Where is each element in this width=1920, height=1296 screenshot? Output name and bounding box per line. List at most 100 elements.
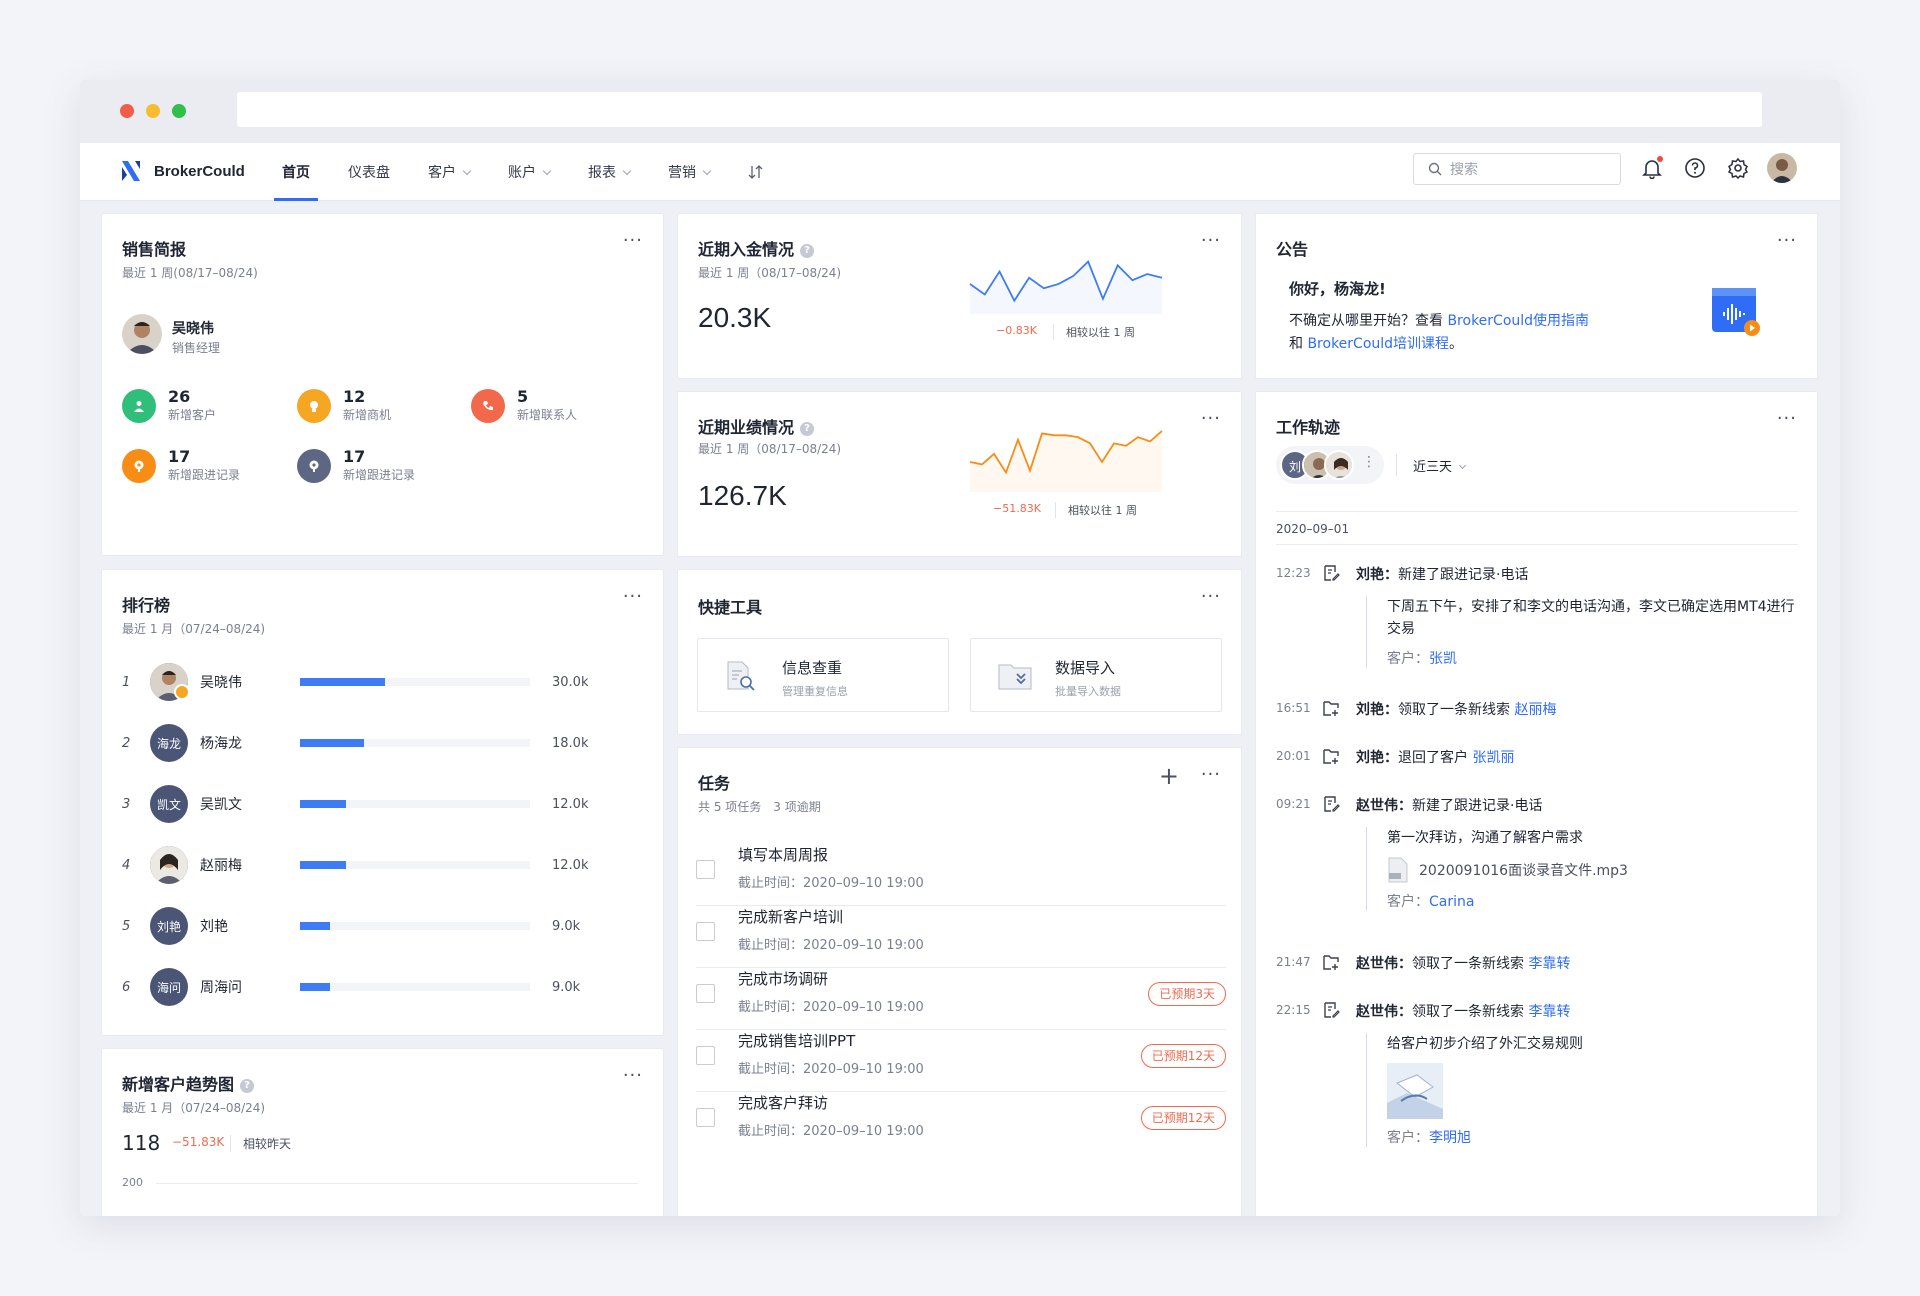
- task-checkbox[interactable]: [696, 1046, 715, 1065]
- customer-link[interactable]: 张凯: [1429, 651, 1457, 667]
- help-icon[interactable]: ?: [800, 422, 815, 436]
- rank-value: 12.0k: [552, 796, 589, 812]
- entry-detail-box: 第一次拜访，沟通了解客户需求 2020091016面谈录音文件.mp3 客户：Car…: [1366, 827, 1806, 911]
- date-range-select[interactable]: 近三天: [1413, 456, 1467, 475]
- nav-reports[interactable]: 报表: [588, 143, 632, 201]
- task-item: 完成销售培训PPT 截止时间：2020–09–10 19:00 已预期12天: [696, 1016, 1226, 1092]
- rank-bar: [300, 861, 530, 869]
- edit-icon: [1322, 795, 1340, 813]
- task-title[interactable]: 完成市场调研: [738, 970, 829, 988]
- customer-link[interactable]: Carina: [1429, 894, 1475, 910]
- card-title: 新增客户趋势图?: [122, 1071, 255, 1095]
- entry-time: 12:23: [1276, 566, 1311, 580]
- task-checkbox[interactable]: [696, 922, 715, 941]
- person-role: 销售经理: [172, 341, 221, 355]
- more-avatars-icon[interactable]: ⋮: [1362, 454, 1376, 470]
- add-task-button[interactable]: +: [1158, 762, 1179, 790]
- search-icon: [1428, 162, 1442, 176]
- notification-button[interactable]: [1638, 153, 1666, 183]
- more-button[interactable]: ···: [1200, 764, 1221, 785]
- customer-link[interactable]: 李明旭: [1429, 1130, 1471, 1146]
- more-button[interactable]: ···: [1776, 230, 1797, 251]
- course-link[interactable]: BrokerCould培训课程: [1307, 336, 1450, 352]
- attachment-image[interactable]: [1387, 1063, 1443, 1119]
- avatar-group[interactable]: 刘 ⋮: [1276, 446, 1384, 484]
- entry-summary: 刘艳：新建了跟进记录·电话: [1356, 567, 1529, 583]
- more-button[interactable]: ···: [1200, 408, 1221, 429]
- nav-customers[interactable]: 客户: [428, 143, 472, 201]
- task-checkbox[interactable]: [696, 860, 715, 879]
- entry-summary: 赵世伟：新建了跟进记录·电话: [1356, 798, 1543, 814]
- entry-summary: 赵世伟：领取了一条新线索 李靠转: [1356, 1004, 1571, 1020]
- stat-new-customers: 26 新增客户: [122, 388, 216, 423]
- settings-button[interactable]: [1724, 153, 1752, 183]
- worklog-date: 2020–09–01: [1276, 522, 1350, 536]
- rank-bar: [300, 922, 530, 930]
- ranking-row[interactable]: 2 海龙 杨海龙 18.0k: [122, 723, 622, 763]
- entry-link[interactable]: 李靠转: [1528, 1004, 1571, 1020]
- attachment[interactable]: 2020091016面谈录音文件.mp3: [1387, 857, 1806, 883]
- nav-accounts[interactable]: 账户: [508, 143, 552, 201]
- entry-link[interactable]: 赵丽梅: [1514, 702, 1557, 718]
- rank-name: 周海问: [200, 980, 242, 996]
- more-button[interactable]: ···: [622, 586, 643, 607]
- help-icon[interactable]: ?: [240, 1079, 255, 1093]
- minimize-dot[interactable]: [146, 104, 160, 118]
- overdue-badge: 已预期12天: [1140, 1106, 1226, 1130]
- maximize-dot[interactable]: [172, 104, 186, 118]
- gridline: [156, 1183, 638, 1184]
- header-actions: [1638, 153, 1797, 183]
- rank-number: 4: [122, 857, 131, 873]
- avatar: [150, 663, 188, 701]
- task-title[interactable]: 填写本周周报: [738, 846, 829, 864]
- more-button[interactable]: ···: [622, 230, 643, 251]
- notice-card: 公告 ··· 你好，杨海龙! 不确定从哪里开始？查看 BrokerCould使用…: [1255, 213, 1818, 379]
- nav-home[interactable]: 首页: [274, 143, 318, 201]
- address-bar[interactable]: [237, 92, 1762, 127]
- task-checkbox[interactable]: [696, 1108, 715, 1127]
- top-nav: BrokerCould 首页 仪表盘 客户 账户 报表 营销 搜索: [80, 143, 1840, 201]
- sparkline-area: [970, 430, 1162, 492]
- brand-name: BrokerCould: [154, 162, 245, 180]
- nav-sort-button[interactable]: [748, 143, 764, 201]
- card-title: 快捷工具: [698, 598, 763, 617]
- ranking-row[interactable]: 3 凯文 吴凯文 12.0k: [122, 784, 622, 824]
- card-title: 近期业绩情况?: [698, 414, 815, 438]
- browser-window: BrokerCould 首页 仪表盘 客户 账户 报表 营销 搜索: [80, 80, 1840, 1216]
- more-button[interactable]: ···: [1776, 408, 1797, 429]
- user-avatar[interactable]: [1767, 153, 1797, 183]
- deposit-card: 近期入金情况? 最近 1 周（08/17–08/24) ··· 20.3K −0…: [677, 213, 1242, 379]
- more-button[interactable]: ···: [1200, 586, 1221, 607]
- entry-link[interactable]: 李靠转: [1528, 956, 1571, 972]
- nav-marketing[interactable]: 营销: [668, 143, 712, 201]
- close-dot[interactable]: [120, 104, 134, 118]
- ranking-row[interactable]: 5 刘艳 刘艳 9.0k: [122, 906, 622, 946]
- task-title[interactable]: 完成新客户培训: [738, 908, 844, 926]
- overdue-badge: 已预期3天: [1148, 982, 1226, 1006]
- rank-name: 刘艳: [200, 919, 228, 935]
- guide-link[interactable]: BrokerCould使用指南: [1447, 313, 1590, 329]
- rank-bar: [300, 983, 530, 991]
- rank-value: 30.0k: [552, 674, 589, 690]
- tool-import[interactable]: 数据导入 批量导入数据: [970, 638, 1222, 712]
- tool-dedupe[interactable]: 信息查重 管理重复信息: [697, 638, 949, 712]
- entry-detail-box: 给客户初步介绍了外汇交易规则 客户：李明旭: [1366, 1033, 1806, 1147]
- ranking-row[interactable]: 4 赵丽梅 12.0k: [122, 845, 622, 885]
- search-input[interactable]: 搜索: [1413, 153, 1621, 185]
- document-search-icon: [727, 661, 755, 691]
- help-button[interactable]: [1681, 153, 1709, 183]
- help-icon[interactable]: ?: [800, 244, 815, 258]
- task-title[interactable]: 完成客户拜访: [738, 1094, 829, 1112]
- entry-link[interactable]: 张凯丽: [1472, 750, 1515, 766]
- brand-logo[interactable]: BrokerCould: [120, 159, 245, 183]
- rank-value: 9.0k: [552, 918, 581, 934]
- ranking-row[interactable]: 1 吴晓伟 30.0k: [122, 662, 622, 702]
- deposit-delta: −0.83K: [996, 324, 1037, 337]
- task-title[interactable]: 完成销售培训PPT: [738, 1032, 856, 1050]
- task-checkbox[interactable]: [696, 984, 715, 1003]
- more-button[interactable]: ···: [622, 1065, 643, 1086]
- card-title: 任务: [698, 774, 731, 793]
- ranking-row[interactable]: 6 海问 周海问 9.0k: [122, 967, 622, 1007]
- nav-dashboard[interactable]: 仪表盘: [348, 165, 390, 181]
- more-button[interactable]: ···: [1200, 230, 1221, 251]
